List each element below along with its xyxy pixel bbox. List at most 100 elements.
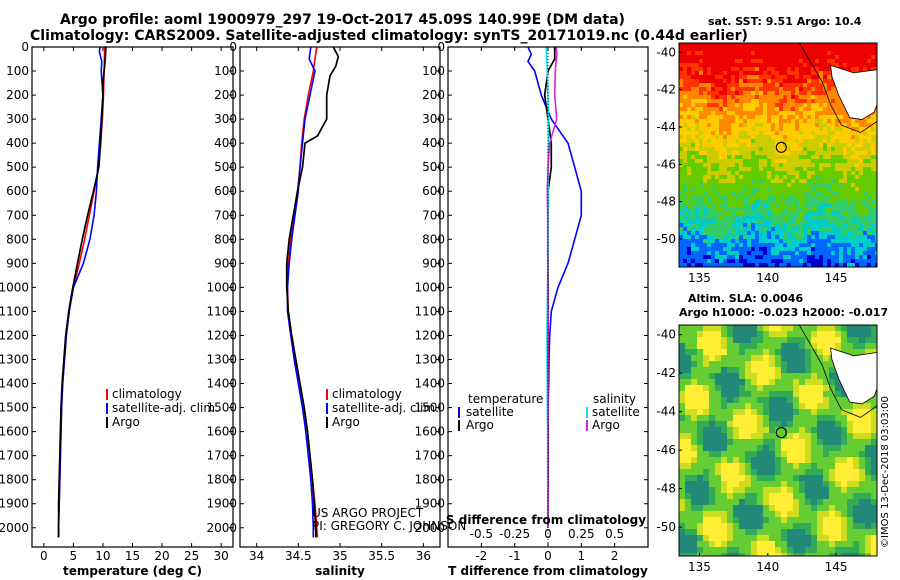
map-cell: [795, 143, 799, 147]
map-cell: [863, 211, 867, 215]
map-cell: [803, 187, 807, 191]
map-cell: [795, 55, 799, 59]
map-cell: [769, 391, 775, 397]
map-cell: [791, 79, 795, 83]
map-cell: [871, 475, 877, 481]
map-cell: [827, 79, 831, 83]
map-cell: [767, 167, 771, 171]
map-cell: [843, 131, 847, 135]
map-cell: [723, 99, 727, 103]
map-cell: [763, 119, 767, 123]
map-cell: [843, 171, 847, 175]
map-cell: [751, 553, 757, 556]
map-cell: [735, 243, 739, 247]
map-cell: [711, 235, 715, 239]
map-cell: [711, 171, 715, 175]
map-cell: [839, 159, 843, 163]
map-cell: [831, 127, 835, 131]
map-cell: [811, 199, 815, 203]
map-cell: [875, 155, 877, 159]
map-cell: [763, 155, 767, 159]
map-cell: [735, 143, 739, 147]
map-cell: [699, 115, 703, 119]
map-cell: [697, 439, 703, 445]
map-cell: [727, 505, 733, 511]
map-cell: [739, 415, 745, 421]
map-cell: [679, 481, 685, 487]
map-cell: [719, 59, 723, 63]
map-cell: [743, 151, 747, 155]
map-cell: [811, 469, 817, 475]
map-cell: [699, 219, 703, 223]
map-cell: [771, 111, 775, 115]
map-cell: [687, 83, 691, 87]
map-cell: [769, 331, 775, 337]
map-cell: [711, 99, 715, 103]
map-cell: [767, 187, 771, 191]
map-cell: [695, 115, 699, 119]
map-cell: [811, 103, 815, 107]
map-cell: [763, 167, 767, 171]
map-cell: [803, 235, 807, 239]
map-cell: [759, 131, 763, 135]
map-cell: [739, 51, 743, 55]
map-cell: [691, 119, 695, 123]
series-line-temperature-argo: [543, 47, 556, 528]
map-cell: [751, 439, 757, 445]
map-cell: [859, 487, 865, 493]
map-cell: [875, 231, 877, 235]
map-cell: [711, 211, 715, 215]
map-cell: [679, 325, 685, 331]
map-cell: [847, 147, 851, 151]
map-cell: [771, 99, 775, 103]
map-cell: [733, 367, 739, 373]
map-cell: [823, 123, 827, 127]
map-cell: [871, 187, 875, 191]
map-cell: [799, 163, 803, 167]
map-cell: [685, 511, 691, 517]
map-cell: [781, 361, 787, 367]
map-cell: [759, 151, 763, 155]
map-cell: [735, 151, 739, 155]
map-cell: [707, 95, 711, 99]
map-cell: [855, 215, 859, 219]
map-cell: [703, 187, 707, 191]
map-cell: [727, 379, 733, 385]
map-cell: [723, 219, 727, 223]
map-cell: [851, 179, 855, 183]
map-cell: [811, 139, 815, 143]
map-cell: [683, 51, 687, 55]
y-tick-label: 1900: [206, 497, 237, 511]
map-cell: [683, 115, 687, 119]
map-cell: [715, 397, 721, 403]
map-cell: [811, 95, 815, 99]
map-cell: [775, 517, 781, 523]
map-cell: [739, 219, 743, 223]
map-cell: [779, 155, 783, 159]
map-cell: [751, 367, 757, 373]
map-cell: [739, 325, 745, 331]
map-cell: [695, 119, 699, 123]
map-cell: [757, 445, 763, 451]
map-cell: [781, 403, 787, 409]
map-cell: [683, 47, 687, 51]
map-cell: [697, 445, 703, 451]
map-cell: [751, 207, 755, 211]
map-cell: [763, 337, 769, 343]
map-cell: [757, 469, 763, 475]
map-cell: [709, 493, 715, 499]
map-cell: [763, 231, 767, 235]
map-cell: [799, 475, 805, 481]
map-cell: [819, 63, 823, 67]
map-cell: [817, 457, 823, 463]
map-cell: [683, 95, 687, 99]
map-cell: [723, 59, 727, 63]
map-cell: [847, 67, 851, 71]
map-cell: [787, 207, 791, 211]
map-cell: [707, 143, 711, 147]
map-cell: [721, 403, 727, 409]
map-cell: [835, 99, 839, 103]
map-cell: [819, 199, 823, 203]
map-cell: [763, 397, 769, 403]
map-cell: [691, 143, 695, 147]
